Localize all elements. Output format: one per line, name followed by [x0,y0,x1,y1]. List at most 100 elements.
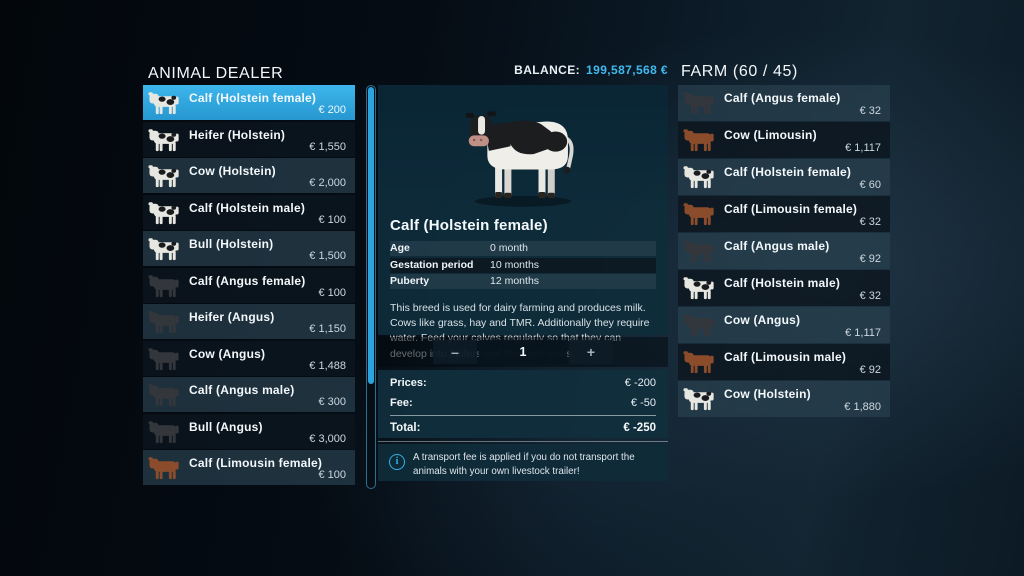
farm-list-item[interactable]: Cow (Limousin) € 1,117 [678,122,890,158]
farm-list-item[interactable]: Calf (Angus male) € 92 [678,233,890,269]
stat-row: Gestation period 10 months [390,257,656,273]
farm-list-item[interactable]: Calf (Limousin male) € 92 [678,344,890,380]
total-value: € -250 [623,422,656,434]
animal-name: Calf (Angus male) [724,239,830,253]
cow-icon [683,386,718,412]
animal-price: € 92 [859,363,881,376]
price-value: € -50 [630,397,656,409]
calf-preview-image [465,111,574,207]
dealer-list-item[interactable]: Calf (Angus female) € 100 [143,267,355,303]
farm-list-item[interactable]: Calf (Angus female) € 32 [678,85,890,121]
dealer-list-item[interactable]: Heifer (Angus) € 1,150 [143,304,355,339]
cow-icon [148,309,183,335]
animal-name: Calf (Limousin male) [724,350,847,364]
detail-title: Calf (Holstein female) [390,217,548,234]
stat-label: Puberty [390,275,430,287]
cow-icon [683,127,718,153]
animal-name: Calf (Angus female) [189,273,306,288]
farm-animal-list: Calf (Angus female) € 32 [678,85,890,418]
cow-icon [148,200,183,226]
stat-value: 12 months [490,275,540,287]
price-row: Prices: € -200 [390,373,656,393]
dealer-list-item[interactable]: Bull (Angus) € 3,000 [143,413,355,449]
animal-price: € 200 [318,104,346,116]
dealer-list-item[interactable]: Calf (Holstein male) € 100 [143,194,355,230]
animal-name: Calf (Limousin female) [189,456,323,470]
dealer-list-item[interactable]: Cow (Holstein) € 2,000 [143,158,355,193]
price-row: Fee: € -50 [390,393,656,413]
dealer-panel-title: ANIMAL DEALER [148,65,284,82]
dealer-list-item[interactable]: Bull (Holstein) € 1,500 [143,231,355,266]
dealer-list-item[interactable]: Heifer (Holstein) € 1,550 [143,121,355,157]
animal-name: Cow (Holstein) [189,164,276,178]
animal-price: € 100 [318,213,346,226]
stat-row: Puberty 12 months [390,274,656,289]
stat-label: Gestation period [390,258,474,271]
animal-name: Bull (Angus) [189,419,263,434]
animal-stats: Age 0 month Gestation period 10 months P… [390,241,656,289]
animal-price: € 2,000 [309,177,346,189]
animal-price: € 3,000 [309,432,346,445]
animal-price: € 1,500 [309,250,346,262]
cow-icon [148,419,183,445]
cow-icon [148,382,183,408]
balance-value: 199,587,568 € [586,63,668,77]
total-divider [390,415,656,416]
animal-price: € 32 [859,215,881,228]
info-icon: i [389,454,405,470]
total-label: Total: [390,422,421,434]
animal-name: Heifer (Angus) [189,310,275,324]
price-label: Fee: [390,397,413,409]
price-label: Prices: [390,377,427,389]
dealer-list-item[interactable]: Calf (Limousin female) € 100 [143,450,355,485]
cow-icon [683,201,718,227]
animal-price: € 92 [859,252,881,265]
animal-name: Calf (Limousin female) [724,202,858,216]
animal-name: Cow (Angus) [189,346,266,361]
animal-name: Bull (Holstein) [189,237,274,251]
quantity-decrease-button[interactable]: – [433,340,477,364]
stat-value: 0 month [490,242,528,254]
animal-price: € 300 [318,396,346,408]
animal-preview [378,85,668,213]
cow-icon [683,238,718,264]
animal-price: € 1,117 [845,326,881,339]
animal-price: € 1,880 [844,400,881,413]
transport-fee-note: i A transport fee is applied if you do n… [378,444,668,481]
animal-price: € 1,150 [309,323,346,335]
balance: BALANCE: 199,587,568 € [378,63,668,77]
scrollbar-thumb[interactable] [368,87,374,385]
farm-panel-title: FARM (60 / 45) [681,63,798,80]
stat-row: Age 0 month [390,241,656,256]
dealer-list-item[interactable]: Calf (Angus male) € 300 [143,377,355,412]
stat-label: Age [390,242,410,254]
dealer-list-item[interactable]: Calf (Holstein female) € 200 [143,85,355,120]
animal-price: € 60 [859,178,881,191]
animal-name: Calf (Holstein male) [724,276,841,290]
animal-price: € 100 [318,286,346,299]
note-text: A transport fee is applied if you do not… [413,452,635,477]
farm-list-item[interactable]: Cow (Holstein) € 1,880 [678,381,890,417]
animal-name: Calf (Angus male) [189,383,295,397]
dealer-list-scrollbar[interactable] [366,85,376,489]
farm-list-item[interactable]: Cow (Angus) € 1,117 [678,307,890,343]
farm-list-item[interactable]: Calf (Holstein male) € 32 [678,270,890,306]
animal-name: Heifer (Holstein) [189,127,286,142]
animal-detail-panel: Calf (Holstein female) Age 0 month Gesta… [378,85,668,360]
quantity-increase-button[interactable]: + [569,340,613,364]
cow-icon [148,236,183,262]
stat-value: 10 months [490,258,540,271]
animal-name: Calf (Holstein male) [189,200,306,215]
dealer-list-item[interactable]: Cow (Angus) € 1,488 [143,340,355,376]
farm-list-item[interactable]: Calf (Limousin female) € 32 [678,196,890,232]
cow-icon [148,455,183,481]
panel-divider [378,441,668,442]
animal-price: € 100 [318,469,346,481]
price-value: € -200 [624,377,656,389]
farm-list-item[interactable]: Calf (Holstein female) € 60 [678,159,890,195]
quantity-value: 1 [479,340,567,364]
cow-icon [683,90,718,116]
animal-name: Cow (Holstein) [724,387,811,401]
animal-price: € 1,488 [309,359,346,372]
animal-name: Cow (Limousin) [724,128,817,142]
